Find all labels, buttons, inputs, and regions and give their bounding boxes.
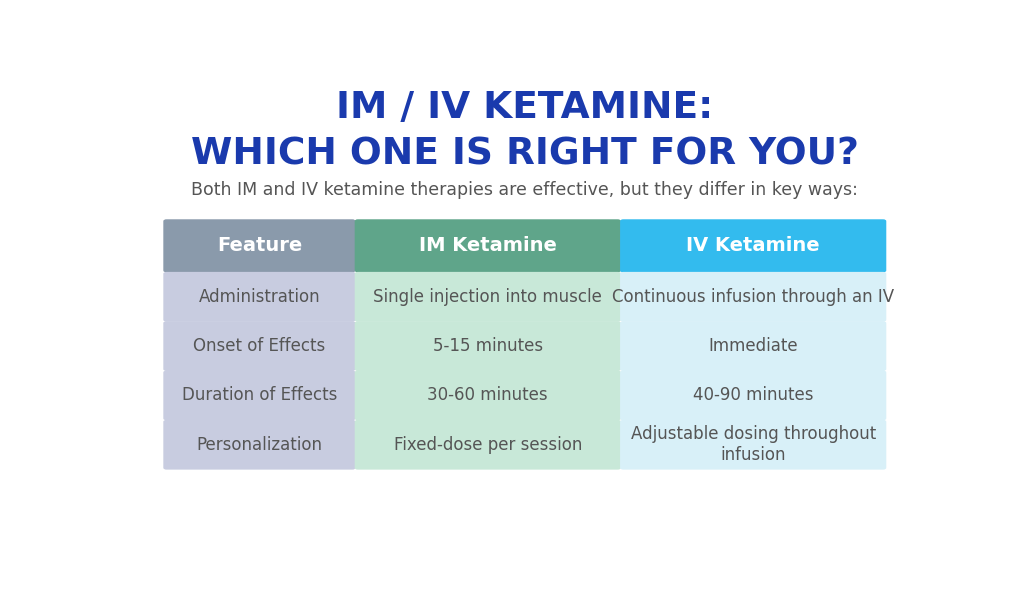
FancyBboxPatch shape [354,370,621,420]
FancyBboxPatch shape [621,219,887,272]
Text: Immediate: Immediate [709,337,798,355]
Text: Continuous infusion through an IV: Continuous infusion through an IV [612,288,894,306]
FancyBboxPatch shape [354,321,621,371]
Text: IV Ketamine: IV Ketamine [686,236,820,256]
FancyBboxPatch shape [621,272,887,321]
Text: Personalization: Personalization [197,436,323,454]
FancyBboxPatch shape [621,420,887,470]
Text: IM / IV KETAMINE:: IM / IV KETAMINE: [336,90,714,126]
Text: 40-90 minutes: 40-90 minutes [693,386,813,404]
Text: Adjustable dosing throughout
infusion: Adjustable dosing throughout infusion [631,425,876,464]
Text: Administration: Administration [199,288,321,306]
FancyBboxPatch shape [163,420,355,470]
FancyBboxPatch shape [163,321,355,371]
Text: Feature: Feature [217,236,302,256]
Text: WHICH ONE IS RIGHT FOR YOU?: WHICH ONE IS RIGHT FOR YOU? [190,137,859,173]
Text: Onset of Effects: Onset of Effects [194,337,326,355]
FancyBboxPatch shape [163,272,355,321]
Text: 30-60 minutes: 30-60 minutes [427,386,548,404]
Text: 5-15 minutes: 5-15 minutes [433,337,543,355]
Text: Both IM and IV ketamine therapies are effective, but they differ in key ways:: Both IM and IV ketamine therapies are ef… [191,181,858,199]
FancyBboxPatch shape [163,219,355,272]
Text: IM Ketamine: IM Ketamine [419,236,557,256]
FancyBboxPatch shape [163,370,355,420]
FancyBboxPatch shape [621,321,887,371]
FancyBboxPatch shape [354,219,621,272]
FancyBboxPatch shape [621,370,887,420]
Text: Single injection into muscle: Single injection into muscle [374,288,602,306]
Text: Duration of Effects: Duration of Effects [181,386,337,404]
FancyBboxPatch shape [354,272,621,321]
Text: Fixed-dose per session: Fixed-dose per session [393,436,582,454]
FancyBboxPatch shape [354,420,621,470]
